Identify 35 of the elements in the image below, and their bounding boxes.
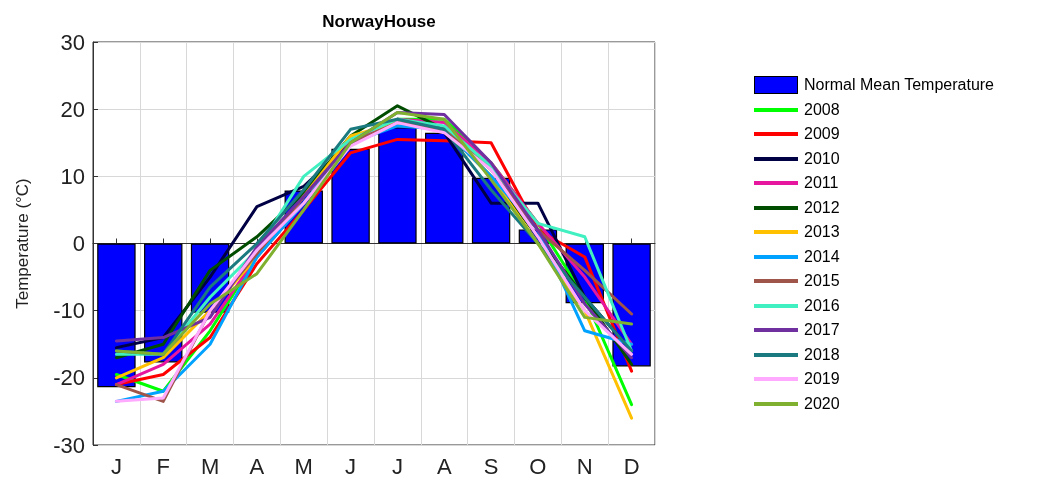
legend-label: 2018 xyxy=(804,345,840,364)
legend-label: 2009 xyxy=(804,125,840,144)
x-tick-label: M xyxy=(294,453,313,479)
legend-label: 2011 xyxy=(804,174,839,193)
legend-label: 2017 xyxy=(804,321,840,340)
x-tick-label: A xyxy=(249,453,265,479)
legend-label: 2008 xyxy=(804,100,840,119)
legend-label: 2012 xyxy=(804,198,840,217)
x-tick-label: J xyxy=(345,453,357,479)
legend-label: 2013 xyxy=(804,223,840,242)
legend-label: 2014 xyxy=(804,247,840,266)
y-tick-label: 20 xyxy=(60,96,85,122)
x-tick-label: J xyxy=(110,453,122,479)
x-tick-label: S xyxy=(483,453,499,479)
x-tick-label: A xyxy=(436,453,452,479)
legend-label: 2019 xyxy=(804,370,840,389)
x-tick-label: J xyxy=(391,453,403,479)
x-tick-label: O xyxy=(529,453,547,479)
legend-label: 2020 xyxy=(804,394,840,413)
chart-title: NorwayHouse xyxy=(322,12,436,31)
x-tick-label: F xyxy=(156,453,170,479)
x-tick-label: D xyxy=(623,453,640,479)
legend-label: 2010 xyxy=(804,149,840,168)
x-tick-label: M xyxy=(200,453,220,479)
legend-label: 2015 xyxy=(804,272,840,291)
x-tick-label: N xyxy=(576,453,593,479)
y-tick-label: 0 xyxy=(72,231,85,256)
y-tick-label: 10 xyxy=(60,163,85,189)
y-tick-label: -20 xyxy=(53,365,85,391)
legend-label: Normal Mean Temperature xyxy=(804,76,995,95)
legend-label: 2016 xyxy=(804,296,840,315)
y-tick-label: -10 xyxy=(53,298,85,324)
y-tick-label: 30 xyxy=(60,29,85,55)
y-tick-label: -30 xyxy=(53,432,85,458)
y-axis-title: Temperature (°C) xyxy=(13,178,32,309)
